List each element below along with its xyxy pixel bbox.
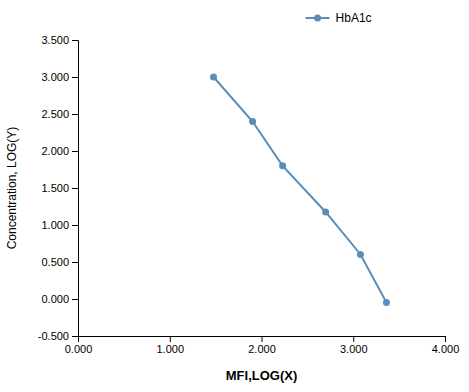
line — [214, 77, 387, 302]
point — [210, 74, 217, 81]
legend-label: HbA1c — [336, 11, 372, 25]
tick: 2.000 — [248, 336, 276, 355]
tick: 0.000 — [41, 293, 78, 305]
tick: 0.500 — [41, 256, 78, 268]
tick: 3.000 — [41, 71, 78, 83]
x-axis-title: MFI,LOG(X) — [226, 368, 298, 383]
tick-mark — [72, 299, 78, 300]
tick-mark — [72, 336, 78, 337]
tick: -0.500 — [38, 330, 78, 342]
tick: 4.000 — [432, 336, 460, 355]
tick-label: 0.500 — [41, 256, 69, 268]
tick-mark — [72, 225, 78, 226]
point — [279, 162, 286, 169]
tick-label: 3.500 — [41, 34, 69, 46]
tick-label: 2.500 — [41, 108, 69, 120]
tick-label: 0.000 — [65, 343, 93, 355]
point — [249, 118, 256, 125]
tick-label: -0.500 — [38, 330, 69, 342]
chart: 0.0001.0002.0003.0004.000-0.5000.0000.50… — [0, 0, 469, 392]
plot-area: 0.0001.0002.0003.0004.000-0.5000.0000.50… — [38, 34, 459, 355]
tick-mark — [353, 336, 354, 342]
tick-label: 0.000 — [41, 293, 69, 305]
axis-line — [79, 337, 446, 343]
tick-label: 3.000 — [340, 343, 368, 355]
tick-label: 2.000 — [41, 145, 69, 157]
axis-line — [72, 41, 79, 337]
tick-mark — [72, 188, 78, 189]
marks — [210, 74, 390, 306]
tick: 3.000 — [340, 336, 368, 355]
tick-mark — [72, 40, 78, 41]
tick: 2.500 — [41, 108, 78, 120]
tick: 1.500 — [41, 182, 78, 194]
tick-mark — [445, 336, 446, 342]
tick-label: 1.500 — [41, 182, 69, 194]
tick-mark — [170, 336, 171, 342]
tick-label: 1.000 — [156, 343, 184, 355]
tick-mark — [72, 262, 78, 263]
y-axis: -0.500 0.000 0.500 1.000 1.500 2.000 2.500 3.00… — [38, 34, 79, 342]
point — [322, 208, 329, 215]
tick-mark — [262, 336, 263, 342]
tick: 1.000 — [156, 336, 184, 355]
tick-label: 2.000 — [248, 343, 276, 355]
tick-label: 4.000 — [432, 343, 460, 355]
y-axis-title: Concentration, LOG(Y) — [5, 127, 19, 250]
point — [357, 251, 364, 258]
tick: 1.000 — [41, 219, 78, 231]
tick-label: 1.000 — [41, 219, 69, 231]
tick-label: 3.000 — [41, 71, 69, 83]
tick: 3.500 — [41, 34, 78, 46]
legend-item: HbA1c — [306, 11, 372, 25]
legend: HbA1c — [306, 11, 372, 25]
tick-mark — [72, 151, 78, 152]
tick-mark — [72, 114, 78, 115]
point — [383, 299, 390, 306]
tick: 2.000 — [41, 145, 78, 157]
tick-mark — [72, 77, 78, 78]
legend-marker — [314, 15, 321, 22]
x-axis: 0.000 1.000 2.000 3.000 4.000 — [65, 336, 460, 355]
